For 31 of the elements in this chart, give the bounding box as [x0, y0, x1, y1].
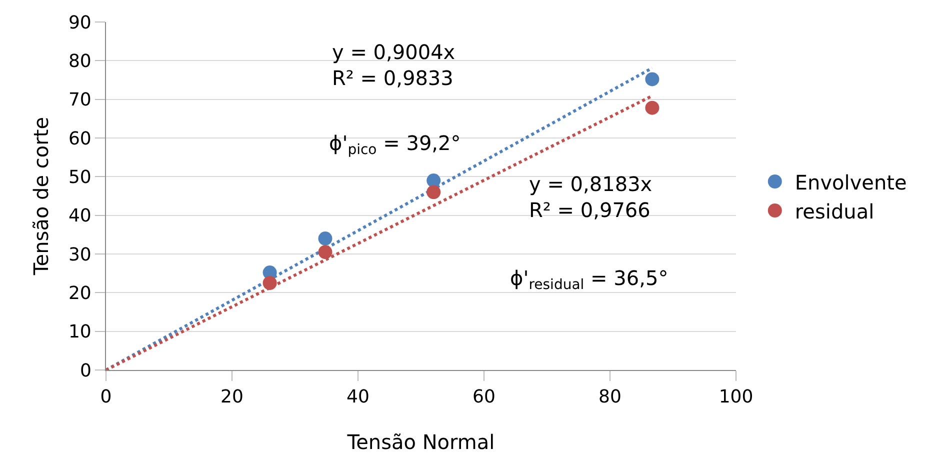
x-tick-label: 100 [718, 386, 754, 408]
annotation: ϕ'$_{residual}$ = 36,5° [510, 266, 668, 294]
y-tick-label: 30 [68, 244, 92, 266]
y-tick-label: 70 [68, 90, 92, 111]
y-tick-label: 60 [68, 128, 92, 150]
point [426, 185, 441, 200]
y-tick-label: 20 [68, 282, 92, 304]
legend-label: Envolvente [794, 170, 907, 194]
x-tick-label: 80 [598, 386, 622, 408]
point [318, 232, 332, 246]
x-tick-label: 20 [220, 386, 244, 408]
y-tick-label: 10 [68, 322, 92, 343]
x-tick-label: 40 [346, 386, 370, 408]
annotation: ϕ'$_{pico}$ = 39,2° [329, 131, 461, 158]
x-tick-label: 0 [100, 386, 112, 408]
point [318, 245, 332, 260]
annotation: y = 0,9004x R² = 0,9833 [332, 40, 456, 90]
point [645, 72, 660, 86]
legend-label: residual [794, 199, 874, 224]
y-tick-label: 50 [68, 166, 92, 188]
x-axis-title: Tensão Normal [346, 430, 495, 454]
point [262, 276, 277, 290]
y-tick-label: 40 [68, 206, 92, 227]
y-tick-label: 90 [68, 12, 92, 34]
point [645, 100, 660, 115]
point [426, 174, 441, 188]
annotation: y = 0,8183x R² = 0,9766 [529, 172, 652, 222]
y-axis-title: Tensão de corte [28, 116, 53, 276]
x-tick-label: 60 [472, 386, 496, 408]
y-tick-label: 0 [80, 360, 92, 382]
y-tick-label: 80 [68, 50, 92, 72]
